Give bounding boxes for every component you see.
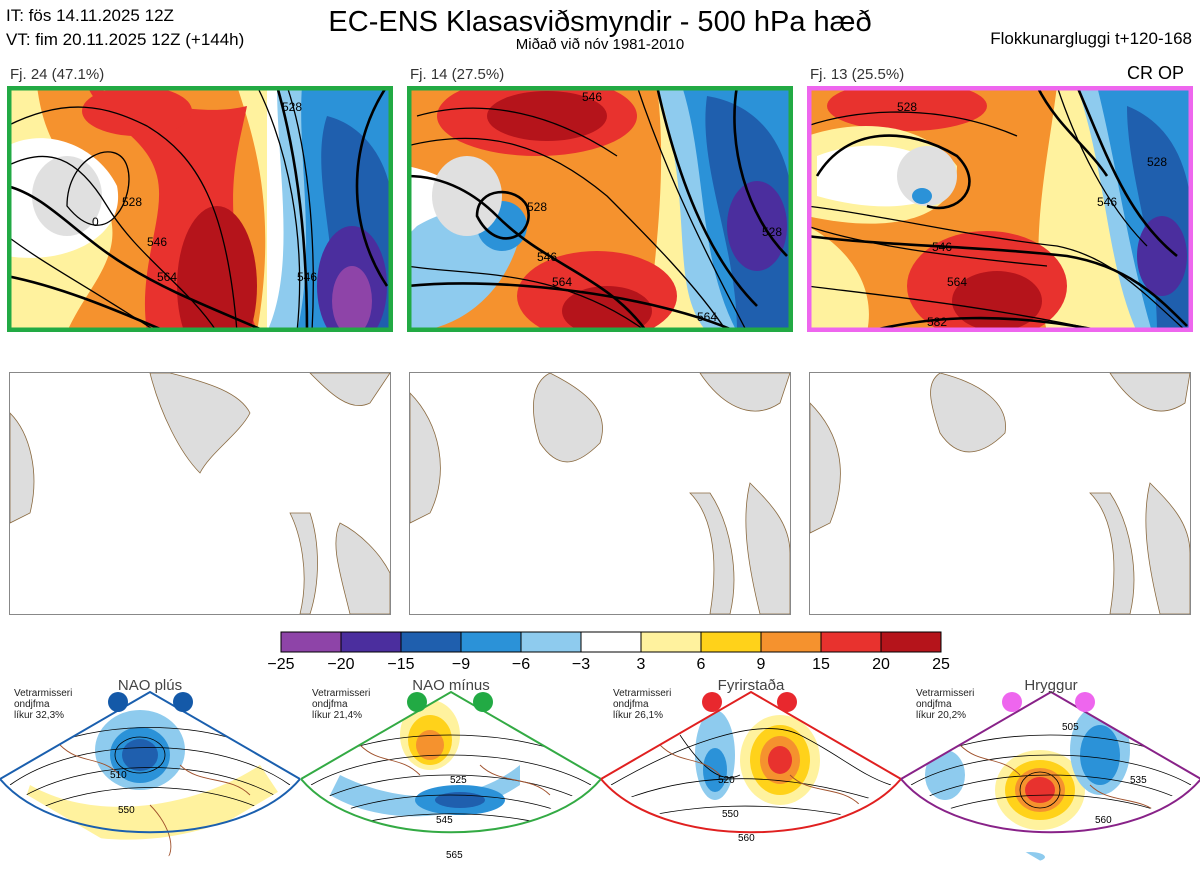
colorbar bbox=[280, 631, 942, 653]
colorbar-swatch bbox=[760, 631, 822, 653]
colorbar-swatch bbox=[520, 631, 582, 653]
colorbar-tick: 6 bbox=[696, 656, 706, 673]
contour-label: 546 bbox=[147, 235, 167, 249]
regime-title-nao-minus: NAO mínus bbox=[412, 677, 490, 694]
colorbar-tick: −3 bbox=[571, 656, 591, 673]
contour-label: 535 bbox=[1130, 775, 1147, 786]
regime-row: 510 550 525 545 565 520 550 560 505 535 … bbox=[0, 675, 1200, 871]
cluster-2-label: Fj. 14 (27.5%) bbox=[410, 66, 505, 83]
regime-dot bbox=[473, 692, 493, 712]
regime-prob-ridge: Vetrarmisseri ondjfma líkur 20,2% bbox=[916, 688, 975, 721]
regime-prob-nao-plus: Vetrarmisseri ondjfma líkur 32,3% bbox=[14, 688, 73, 721]
colorbar-swatch bbox=[700, 631, 762, 653]
contour-label: 528 bbox=[897, 100, 917, 114]
classification-window: Flokkunargluggi t+120-168 bbox=[990, 29, 1192, 48]
colorbar-tick: 3 bbox=[636, 656, 646, 673]
colorbar-swatch bbox=[640, 631, 702, 653]
regime-title-nao-plus: NAO plús bbox=[117, 677, 183, 694]
colorbar-tick: 20 bbox=[872, 656, 890, 673]
contour-label: 550 bbox=[722, 809, 739, 820]
contour-label: 565 bbox=[446, 850, 463, 861]
contour-label: 564 bbox=[947, 275, 967, 289]
cluster-3-label: Fj. 13 (25.5%) bbox=[810, 66, 905, 83]
colorbar-tick: −15 bbox=[387, 656, 415, 673]
contour-label: 505 bbox=[1062, 722, 1079, 733]
contour-label: 528 bbox=[762, 225, 782, 239]
contour-label: 546 bbox=[537, 250, 557, 264]
empty-map-2 bbox=[409, 372, 791, 615]
empty-map-3 bbox=[809, 372, 1191, 615]
page-subtitle: Miðað við nóv 1981-2010 bbox=[515, 36, 685, 53]
cluster-border bbox=[7, 86, 393, 332]
colorbar-swatch bbox=[820, 631, 882, 653]
colorbar-swatch bbox=[580, 631, 642, 653]
contour-label: 582 bbox=[927, 315, 947, 329]
colorbar-swatch bbox=[280, 631, 342, 653]
empty-map-1 bbox=[9, 372, 391, 615]
contour-label: 528 bbox=[1147, 155, 1167, 169]
contour-label: 510 bbox=[110, 770, 127, 781]
regime-dot bbox=[1002, 692, 1022, 712]
colorbar-swatch bbox=[880, 631, 942, 653]
colorbar-tick: 9 bbox=[756, 656, 766, 673]
contour-label: 564 bbox=[157, 270, 177, 284]
colorbar-swatch bbox=[340, 631, 402, 653]
regime-dot bbox=[777, 692, 797, 712]
contour-label: 546 bbox=[932, 240, 952, 254]
cr-op-label: CR OP bbox=[1126, 63, 1184, 83]
contour-label: 525 bbox=[450, 775, 467, 786]
contour-label: 528 bbox=[282, 100, 302, 114]
colorbar-swatch bbox=[460, 631, 522, 653]
colorbar-tick: −25 bbox=[267, 656, 295, 673]
contour-label: 546 bbox=[582, 90, 602, 104]
colorbar-tick: −20 bbox=[327, 656, 355, 673]
cluster-border bbox=[807, 86, 1193, 332]
page-title: EC-ENS Klasasviðsmyndir - 500 hPa hæð bbox=[328, 6, 872, 38]
contour-label: 528 bbox=[122, 195, 142, 209]
regime-dot bbox=[173, 692, 193, 712]
contour-label: 560 bbox=[1095, 815, 1112, 826]
regime-dot bbox=[702, 692, 722, 712]
init-time: IT: fös 14.11.2025 12Z bbox=[6, 6, 174, 25]
cluster-1-label: Fj. 24 (47.1%) bbox=[10, 66, 105, 83]
colorbar-tick: 15 bbox=[812, 656, 830, 673]
colorbar-swatch bbox=[400, 631, 462, 653]
contour-label: 520 bbox=[718, 775, 735, 786]
contour-label: 546 bbox=[1097, 195, 1117, 209]
colorbar-tick: 25 bbox=[932, 656, 950, 673]
regime-dot bbox=[407, 692, 427, 712]
cluster-border bbox=[407, 86, 793, 332]
regime-prob-nao-minus: Vetrarmisseri ondjfma líkur 21,4% bbox=[312, 688, 371, 721]
regime-dot bbox=[1075, 692, 1095, 712]
contour-label: 560 bbox=[738, 833, 755, 844]
cluster-map-3: 528 546 564 582 528 546 bbox=[807, 86, 1193, 332]
valid-time: VT: fim 20.11.2025 12Z (+144h) bbox=[6, 30, 245, 49]
colorbar-tick: −9 bbox=[451, 656, 471, 673]
regime-prob-blocking: Vetrarmisseri ondjfma líkur 26,1% bbox=[613, 688, 672, 721]
contour-label: 564 bbox=[552, 275, 572, 289]
contour-label: 564 bbox=[697, 310, 717, 324]
regime-dot bbox=[108, 692, 128, 712]
contour-label: 546 bbox=[297, 270, 317, 284]
contour-label: 550 bbox=[118, 805, 135, 816]
contour-label: 545 bbox=[436, 815, 453, 826]
colorbar-tick: −6 bbox=[511, 656, 531, 673]
regime-title-blocking: Fyrirstaða bbox=[717, 677, 785, 694]
contour-label: 528 bbox=[527, 200, 547, 214]
cluster-map-1: 528 546 564 546 528 0 bbox=[7, 86, 393, 332]
regime-title-ridge: Hryggur bbox=[1024, 677, 1078, 694]
cluster-map-2: 546 528 546 564 528 564 bbox=[407, 86, 793, 332]
contour-label: 0 bbox=[92, 215, 99, 229]
